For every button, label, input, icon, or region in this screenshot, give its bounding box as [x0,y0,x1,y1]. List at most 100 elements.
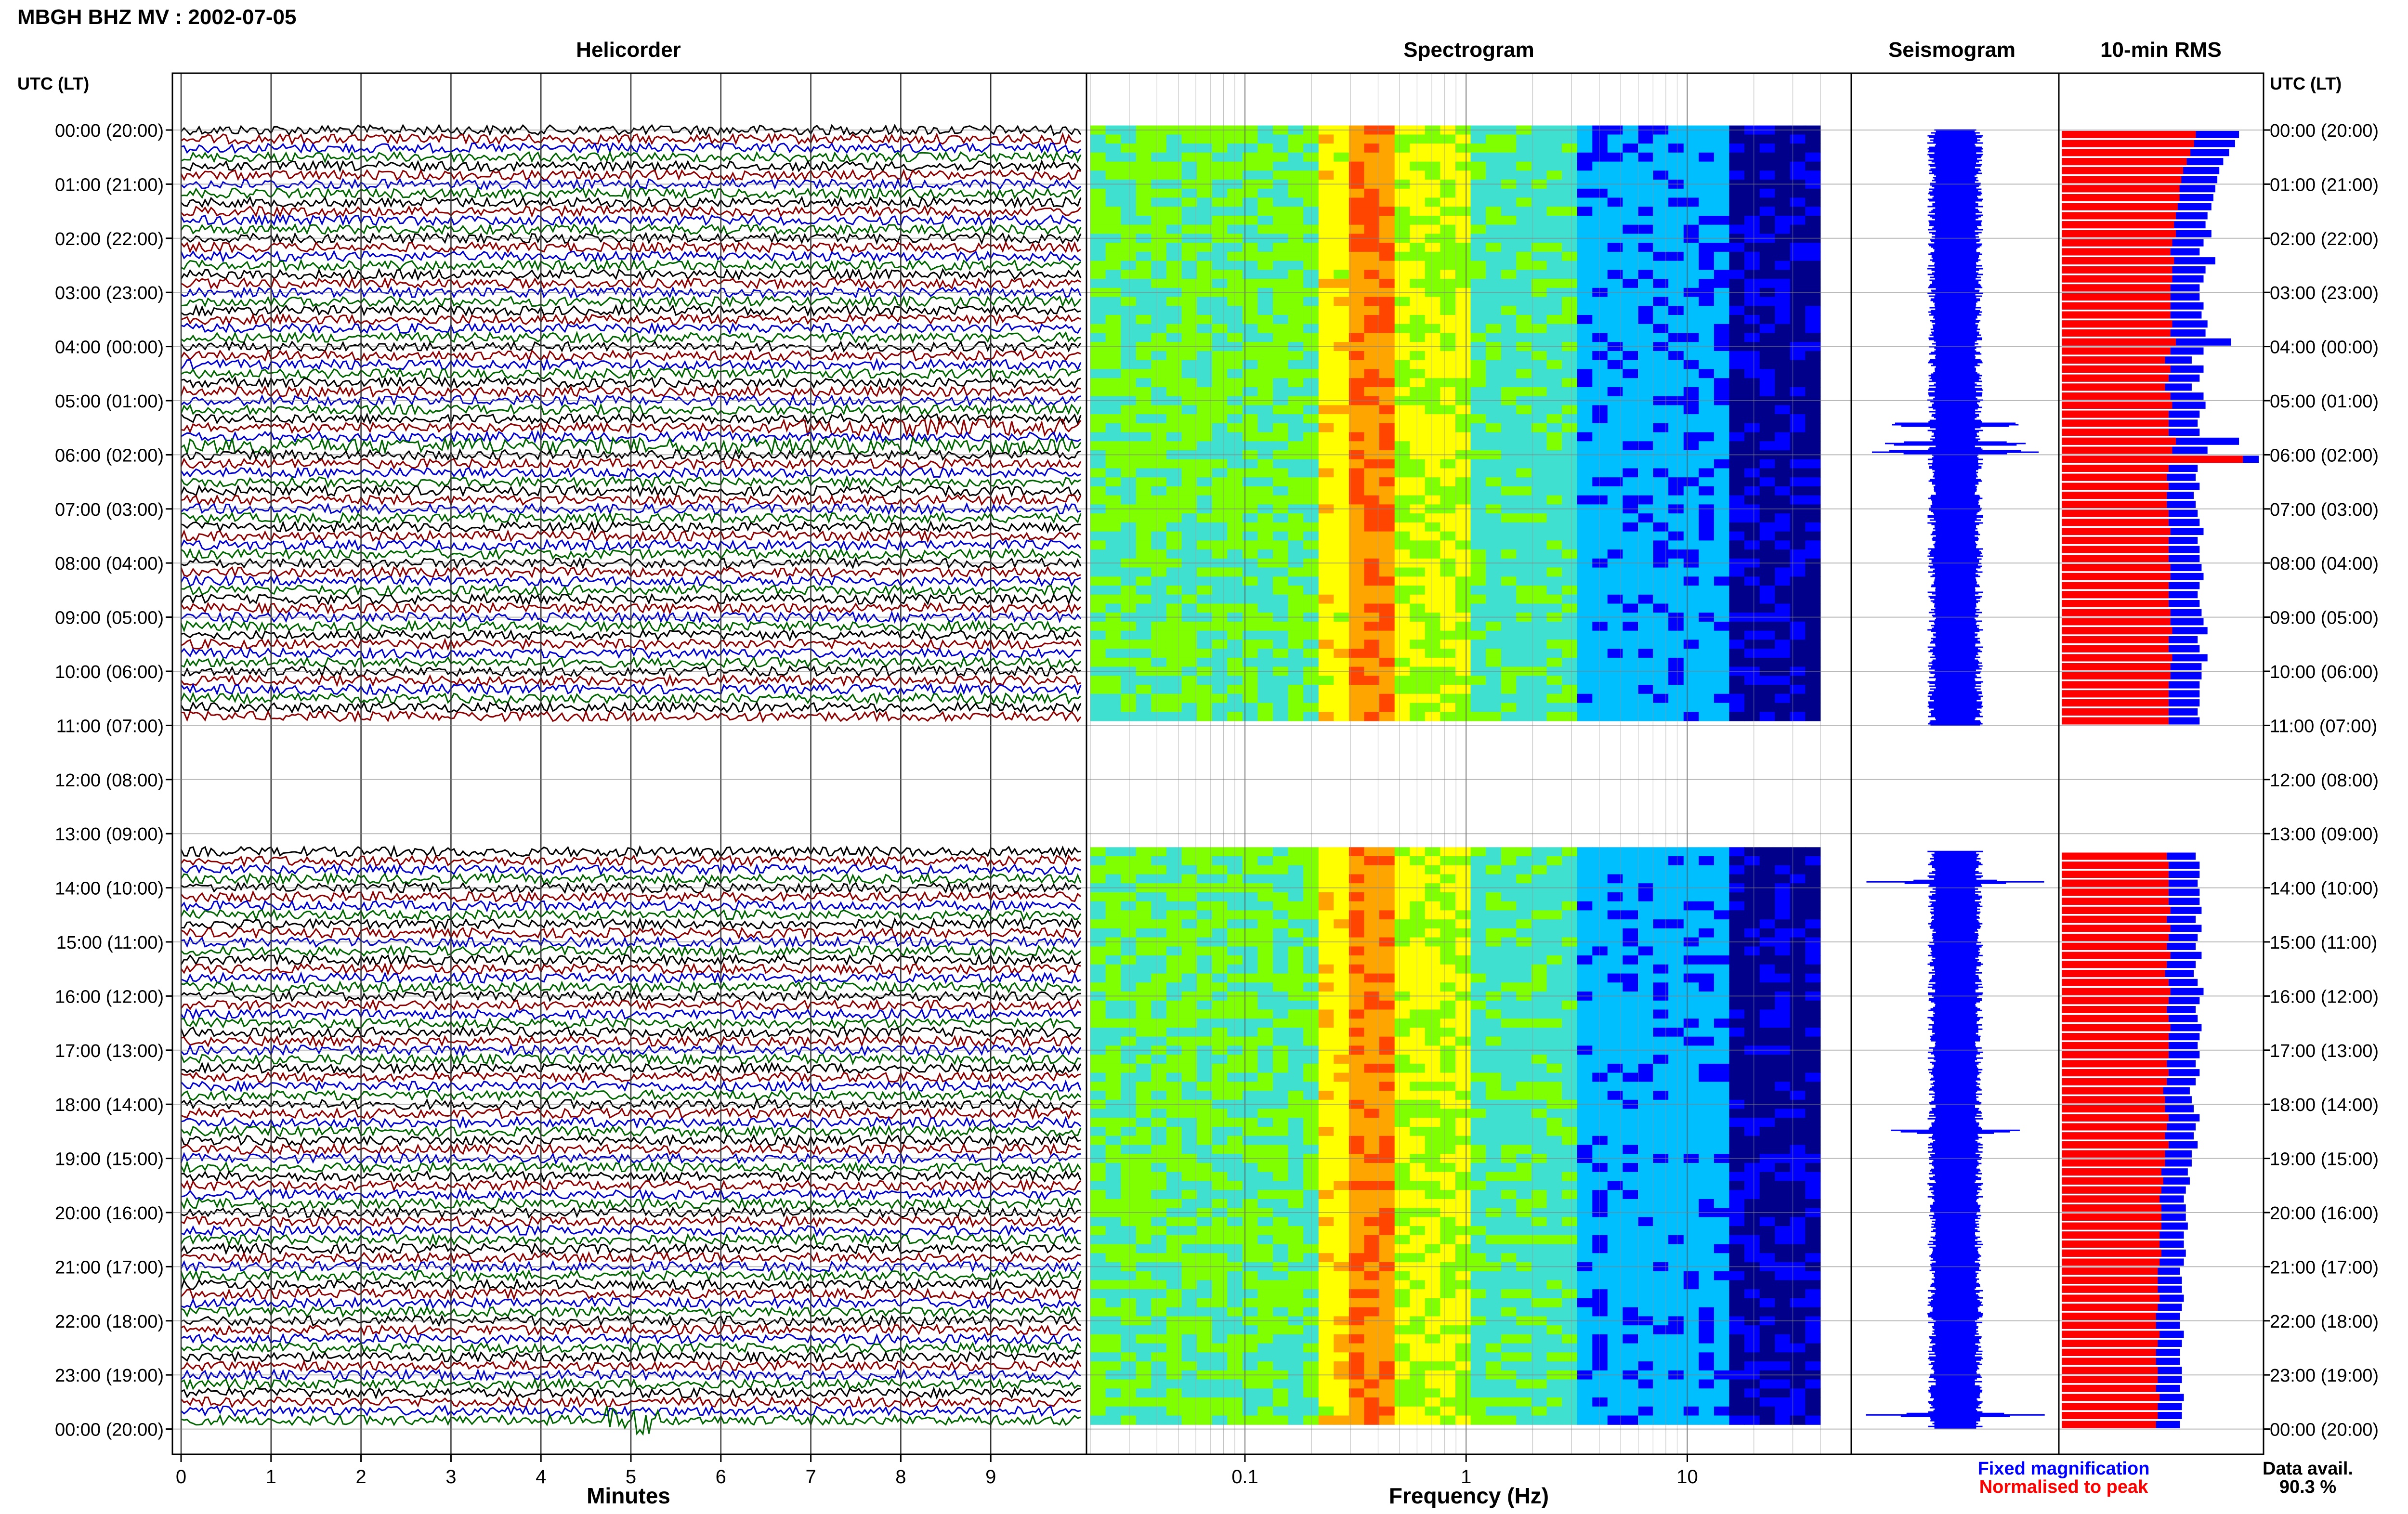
spectrogram-cell [1714,405,1729,414]
spectrogram-cell [1562,865,1577,874]
spectrogram-cell [1668,856,1684,865]
spectrogram-cell [1273,549,1288,559]
spectrogram-cell [1395,144,1410,153]
spectrogram-cell [1410,144,1425,153]
spectrogram-cell [1425,568,1440,577]
spectrogram-cell [1805,1018,1820,1028]
spectrogram-cell [1562,568,1577,577]
spectrogram-cell [1775,198,1790,207]
spectrogram-cell [1623,910,1638,919]
spectrogram-cell [1425,198,1440,207]
spectrogram-cell [1288,324,1304,333]
spectrogram-cell [1410,532,1425,541]
spectrogram-cell [1699,982,1714,992]
spectrogram-cell [1714,207,1729,216]
spectrogram-cell [1364,586,1380,595]
spectrogram-cell [1364,170,1380,180]
spectrogram-cell [1440,631,1455,640]
spectrogram-cell [1501,522,1517,532]
spectrogram-cell [1684,955,1699,965]
spectrogram-cell [1319,270,1334,279]
spectrogram-cell [1760,414,1775,423]
spectrogram-cell [1562,324,1577,333]
spectrogram-cell [1623,649,1638,658]
spectrogram-cell [1760,919,1775,928]
spectrogram-cell [1455,1010,1471,1019]
spectrogram-cell [1182,549,1197,559]
spectrogram-cell [1714,1118,1729,1127]
spectrogram-cell [1197,351,1212,360]
spectrogram-cell [1106,568,1121,577]
spectrogram-cell [1212,333,1228,342]
spectrogram-cell [1790,387,1806,396]
spectrogram-cell [1440,568,1455,577]
spectrogram-cell [1273,270,1288,279]
spectrogram-cell [1714,144,1729,153]
spectrogram-cell [1805,874,1820,884]
spectrogram-cell [1531,414,1547,423]
spectrogram-cell [1197,134,1212,144]
spectrogram-cell [1638,568,1653,577]
spectrogram-cell [1151,919,1166,928]
spectrogram-cell [1577,919,1593,928]
spectrogram-cell [1121,162,1136,171]
spectrogram-cell [1699,874,1714,884]
spectrogram-cell [1121,676,1136,685]
spectrogram-cell [1121,622,1136,631]
spectrogram-cell [1531,252,1547,261]
spectrogram-cell [1379,910,1395,919]
spectrogram-cell [1790,324,1806,333]
spectrogram-cell [1395,640,1410,649]
spectrogram-cell [1471,405,1486,414]
spectrogram-cell [1486,1145,1501,1154]
spectrogram-cell [1349,144,1364,153]
spectrogram-cell [1562,198,1577,207]
spectrogram-cell [1760,847,1775,856]
spectrogram-cell [1273,1136,1288,1145]
spectrogram-cell [1364,252,1380,261]
spectrogram-cell [1729,604,1745,613]
spectrogram-cell [1136,892,1152,901]
spectrogram-cell [1577,1010,1593,1019]
spectrogram-cell [1410,279,1425,288]
spectrogram-cell [1379,1091,1395,1100]
spectrogram-cell [1303,576,1319,586]
spectrogram-cell [1349,252,1364,261]
spectrogram-cell [1197,712,1212,721]
spectrogram-cell [1440,153,1455,162]
spectrogram-cell [1121,586,1136,595]
spectrogram-cell [1790,955,1806,965]
spectrogram-cell [1257,974,1273,983]
spectrogram-cell [1638,405,1653,414]
spectrogram-cell [1668,162,1684,171]
spectrogram-cell [1319,694,1334,703]
spectrogram-cell [1151,1037,1166,1046]
spectrogram-cell [1273,243,1288,252]
spectrogram-cell [1471,631,1486,640]
spectrogram-cell [1592,315,1608,324]
spectrogram-cell [1212,1028,1228,1037]
spectrogram-cell [1182,369,1197,378]
spectrogram-cell [1653,198,1669,207]
spectrogram-cell [1531,134,1547,144]
spectrogram-cell [1395,965,1410,974]
spectrogram-cell [1547,892,1562,901]
spectrogram-cell [1668,1018,1684,1028]
spectrogram-cell [1699,955,1714,965]
spectrogram-cell [1501,631,1517,640]
spectrogram-cell [1562,919,1577,928]
spectrogram-cell [1151,685,1166,694]
spectrogram-cell [1547,252,1562,261]
spectrogram-cell [1288,1109,1304,1118]
spectrogram-cell [1106,712,1121,721]
spectrogram-cell [1531,1118,1547,1127]
spectrogram-cell [1303,387,1319,396]
spectrogram-cell [1288,414,1304,423]
spectrogram-cell [1364,387,1380,396]
spectrogram-cell [1638,631,1653,640]
spectrogram-cell [1349,189,1364,198]
spectrogram-cell [1136,496,1152,505]
spectrogram-cell [1273,703,1288,712]
spectrogram-cell [1486,252,1501,261]
spectrogram-cell [1121,847,1136,856]
